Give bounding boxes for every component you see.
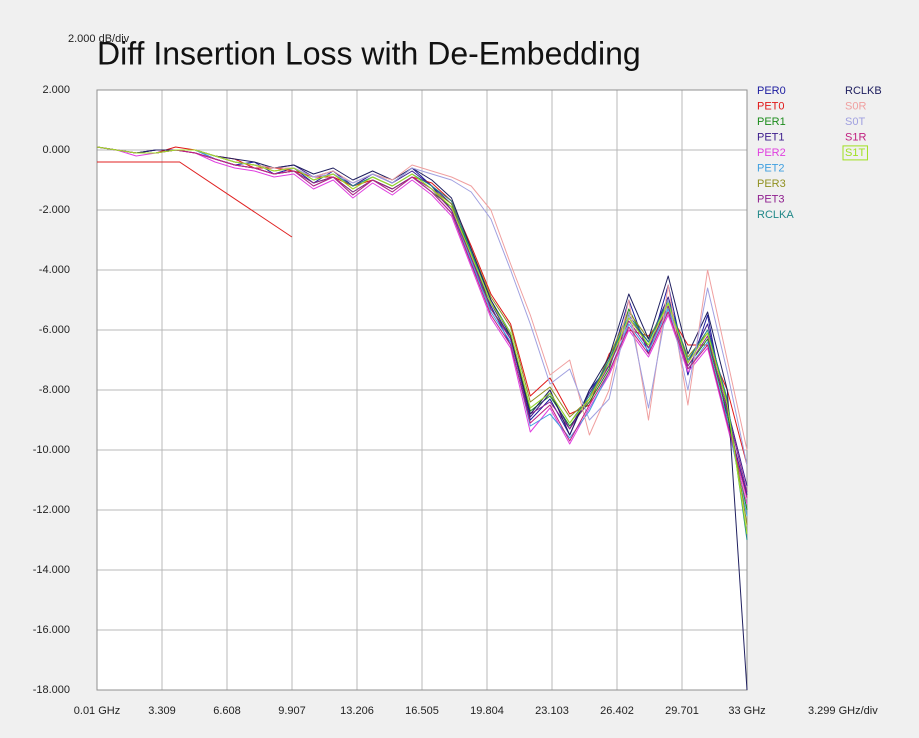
limit-mask (97, 161, 293, 238)
legend-entry: S1R (845, 131, 866, 143)
legend-entry: PER3 (757, 178, 786, 190)
y-tick-label: -16.000 (33, 624, 70, 636)
x-tick-label: 6.608 (213, 705, 241, 717)
y-tick-label: -12.000 (33, 504, 70, 516)
x-tick-label: 19.804 (470, 705, 504, 717)
legend-entry: PER0 (757, 85, 786, 97)
y-tick-label: -10.000 (33, 444, 70, 456)
legend-entry: RCLKA (757, 209, 794, 221)
y-tick-label: -18.000 (33, 684, 70, 696)
x-tick-label: 23.103 (535, 705, 569, 717)
legend-selection-box (842, 145, 868, 161)
y-tick-label: -4.000 (39, 264, 70, 276)
x-tick-label: 13.206 (340, 705, 374, 717)
y-tick-label: -14.000 (33, 564, 70, 576)
chart-title: Diff Insertion Loss with De-Embedding (97, 35, 641, 71)
legend-entry: PET1 (757, 131, 785, 143)
y-tick-label: -8.000 (39, 384, 70, 396)
plot-border (96, 89, 748, 691)
legend-entry: PET0 (757, 100, 785, 112)
x-tick-label: 33 GHz (728, 705, 765, 717)
x-tick-label: 16.505 (405, 705, 439, 717)
legend-entry: PET2 (757, 162, 785, 174)
x-tick-label: 0.01 GHz (74, 705, 120, 717)
legend-entry: S1T (845, 147, 865, 159)
legend-entry: S0R (845, 100, 866, 112)
legend-entry: RCLKB (845, 85, 882, 97)
legend-entry: PER2 (757, 147, 786, 159)
y-tick-label: -6.000 (39, 324, 70, 336)
x-tick-label: 3.309 (148, 705, 176, 717)
y-scale-label: 2.000 dB/div (68, 33, 130, 45)
x-tick-label: 26.402 (600, 705, 634, 717)
y-tick-label: -2.000 (39, 204, 70, 216)
legend-entry: S0T (845, 116, 865, 128)
series-line (96, 146, 748, 499)
series-line (96, 146, 748, 535)
y-tick-label: 2.000 (42, 84, 70, 96)
x-scale-label: 3.299 GHz/div (808, 705, 878, 717)
x-tick-label: 29.701 (665, 705, 699, 717)
legend-entry: PET3 (757, 193, 785, 205)
legend-entry: PER1 (757, 116, 786, 128)
series-line (96, 146, 748, 505)
y-tick-label: 0.000 (42, 144, 70, 156)
x-tick-label: 9.907 (278, 705, 306, 717)
